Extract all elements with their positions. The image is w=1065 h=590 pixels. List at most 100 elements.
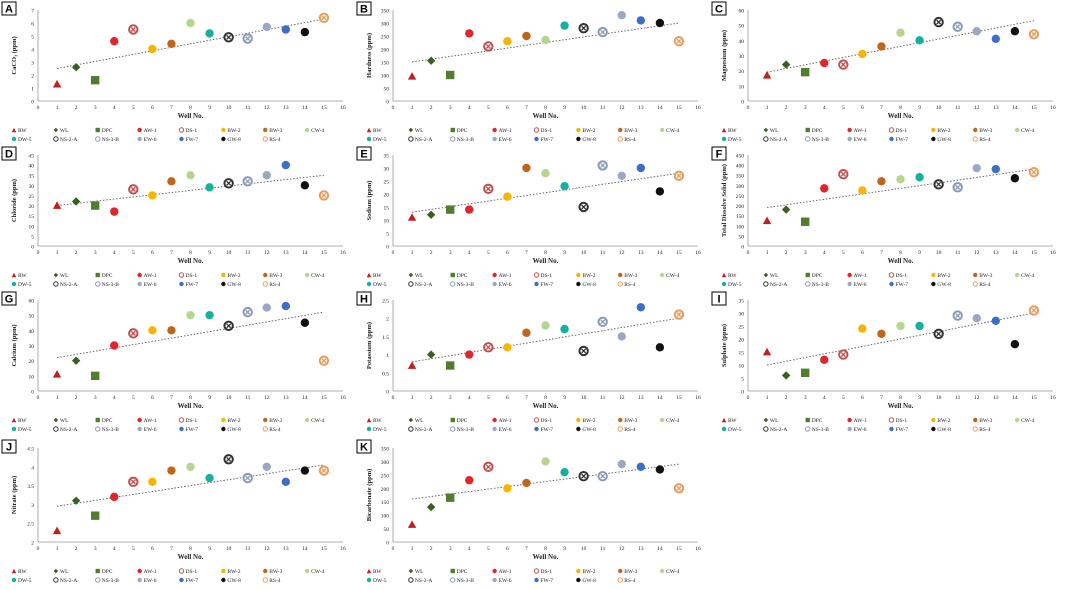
legend-item-cw-4: CW-4 (659, 568, 680, 575)
x-tick-label: 4 (468, 546, 471, 552)
legend-item-bw-3: BW-3 (618, 568, 638, 575)
x-tick-label: 10 (226, 105, 232, 111)
legend-marker (721, 136, 727, 142)
legend-marker (408, 426, 414, 432)
legend-item-gw-8: GW-8 (221, 426, 241, 433)
legend-label: RW (373, 418, 382, 424)
legend-item-dpc: DPC (450, 568, 468, 575)
legend-marker (366, 417, 372, 423)
legend-item-bw-2: BW-2 (576, 127, 596, 134)
point-cw-4 (186, 310, 195, 320)
legend: RW WL DPC AW-1 DS-1 BW-2 BW-3 CW-4 DW-5 NS-2-A NS-… (366, 568, 680, 584)
point-ns-3-b (242, 176, 253, 187)
x-tick-label: 2 (785, 105, 788, 111)
x-tick-label: 6 (506, 105, 509, 111)
point-bw-3 (167, 39, 176, 48)
x-tick-label: 0 (37, 250, 40, 256)
point-rw (762, 347, 772, 356)
legend-label: BW-2 (582, 418, 595, 424)
y-tick-label: 25 (29, 194, 35, 200)
x-tick-label: 3 (94, 250, 97, 256)
panel-label-J: J (1, 439, 17, 454)
legend-item-ew-6: EW-6 (137, 426, 157, 433)
legend-item-ns-2-a: NS-2-A (408, 426, 432, 433)
legend-item-ns-2-a: NS-2-A (408, 136, 432, 143)
panel-label-B: B (356, 1, 372, 16)
legend-marker (617, 426, 623, 432)
point-ew-6 (617, 11, 626, 20)
panel-label-text: B (360, 4, 368, 16)
x-tick-label: 5 (132, 105, 135, 111)
chart-J: J 2 2.5 3 3.5 4 4.5 0 1 2 3 4 5 6 7 8 9 10 11 12 13 14 15 16 Wel… (0, 438, 355, 586)
x-tick-label: 9 (563, 546, 566, 552)
point-ns-3-b-cross (955, 184, 961, 190)
legend-label: RS-4 (269, 427, 281, 433)
x-tick-label: 6 (151, 105, 154, 111)
point-rw (52, 201, 62, 209)
legend-item-rw: RW (721, 417, 737, 424)
legend-marker (263, 127, 268, 133)
y-tick-label: 1 (31, 87, 34, 93)
legend-label: WL (60, 128, 69, 134)
x-tick-label: 13 (283, 395, 289, 401)
legend-item-ds-1: DS-1 (178, 568, 198, 575)
y-axis-title: Chloride (ppm) (11, 179, 18, 222)
legend-label: NS-3-B (457, 137, 474, 143)
point-dpc (90, 76, 100, 85)
trend-line (56, 18, 325, 69)
y-tick-label: 150 (381, 500, 390, 506)
x-tick-label: 2 (430, 105, 433, 111)
y-tick-label: 4 (31, 48, 34, 54)
y-tick-label: 350 (381, 447, 390, 453)
legend-item-gw-8: GW-8 (221, 577, 241, 584)
legend-marker (366, 281, 372, 287)
point-wl (426, 210, 436, 219)
legend-label: NS-2-A (770, 282, 787, 288)
y-tick-label: 100 (381, 74, 390, 80)
x-tick-label: 15 (321, 105, 327, 111)
x-tick-label: 5 (842, 395, 845, 401)
legend-marker (366, 568, 372, 574)
point-rs-4 (673, 483, 685, 494)
point-ns-2-a (223, 320, 234, 331)
legend-marker (450, 568, 455, 574)
legend-label: DS-1 (186, 569, 198, 575)
x-tick-label: 2 (430, 546, 433, 552)
x-tick-label: 5 (487, 395, 490, 401)
legend-item-wl: WL (408, 568, 424, 575)
legend-label: EW-6 (854, 137, 867, 143)
x-tick-label: 5 (842, 250, 845, 256)
legend-label: DS-1 (896, 418, 908, 424)
y-tick-label: 30 (29, 344, 35, 350)
legend-marker (408, 127, 414, 133)
point-rs-4-cross (321, 468, 327, 474)
x-tick-label: 6 (506, 395, 509, 401)
point-ds-1-cross (485, 43, 491, 49)
legend-item-rw: RW (366, 568, 382, 575)
legend-item-gw-8: GW-8 (576, 426, 596, 433)
legend-item-aw-1: AW-1 (137, 417, 157, 424)
legend-marker (533, 127, 540, 133)
legend-marker (576, 272, 581, 278)
x-tick-label: 16 (340, 250, 346, 256)
legend-item-fw-7: FW-7 (534, 281, 553, 288)
x-tick-label: 6 (151, 546, 154, 552)
y-tick-label: 200 (381, 48, 390, 54)
x-tick-label: 0 (747, 105, 750, 111)
point-rs-4-cross (676, 173, 682, 179)
point-bw-3 (522, 478, 531, 488)
legend-marker (973, 272, 978, 278)
x-tick-label: 8 (544, 250, 547, 256)
legend-item-bw-3: BW-3 (263, 568, 283, 575)
legend-item-ds-1: DS-1 (888, 127, 907, 134)
y-tick-label: 60 (29, 299, 35, 305)
legend-item-dw-5: DW-5 (366, 577, 387, 584)
legend-label: WL (415, 128, 424, 134)
x-tick-label: 1 (411, 105, 414, 111)
legend-label: DW-5 (18, 137, 32, 143)
legend-item-fw-7: FW-7 (179, 136, 198, 143)
legend-label: BW-2 (227, 569, 240, 575)
legend-marker (805, 426, 811, 432)
legend-item-ns-3-b: NS-3-B (450, 281, 474, 288)
